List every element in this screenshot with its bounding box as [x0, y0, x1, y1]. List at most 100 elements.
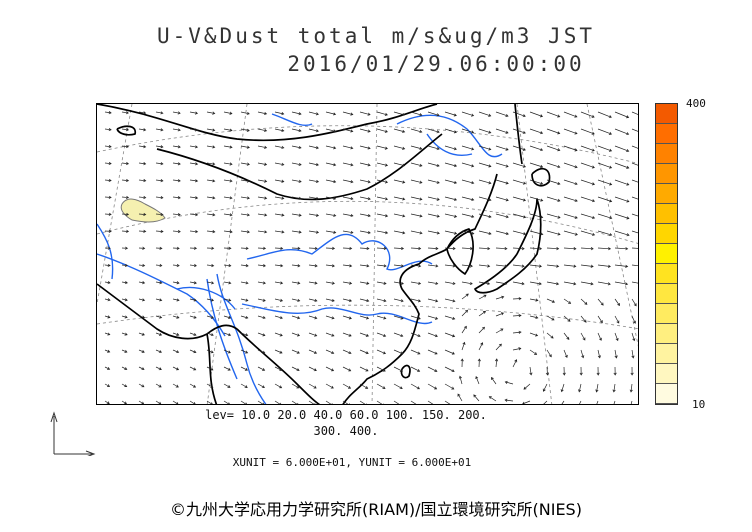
russia-border: [97, 104, 438, 142]
wind-arrow: [138, 212, 147, 217]
wind-arrow: [206, 128, 216, 132]
wind-arrow: [461, 264, 473, 268]
graticule: [97, 104, 638, 404]
colorbar-segment: [656, 104, 677, 124]
wind-arrow: [495, 196, 509, 202]
wind-arrow: [393, 332, 404, 338]
wind-arrow: [410, 213, 423, 218]
wind-arrow: [189, 162, 199, 166]
wind-arrow: [427, 332, 438, 338]
wind-arrow: [189, 400, 196, 404]
river-yellow: [246, 233, 433, 271]
korea-coast: [446, 228, 474, 275]
wind-arrow: [546, 128, 561, 135]
wind-arrow: [580, 332, 586, 341]
wind-arrow: [580, 162, 595, 169]
wind-arrow: [614, 111, 630, 119]
colorbar-segment: [656, 204, 677, 224]
wind-arrow: [529, 366, 533, 376]
wind-arrow: [597, 179, 613, 186]
wind-arrow: [206, 281, 215, 285]
wind-arrow: [121, 128, 130, 132]
wind-arrow: [291, 162, 302, 167]
wind-arrow: [410, 400, 419, 404]
wind-arrow: [522, 400, 531, 404]
wind-arrow: [478, 247, 491, 251]
wind-arrow: [291, 264, 301, 268]
wind-arrow: [529, 349, 538, 355]
wind-arrow: [274, 230, 285, 234]
wind-arrow: [478, 179, 492, 185]
wind-arrow: [410, 145, 423, 150]
wind-arrow: [240, 298, 249, 302]
wind-arrow: [478, 145, 492, 151]
wind-arrow: [495, 343, 502, 351]
wind-arrow: [274, 366, 283, 371]
wind-arrow: [206, 400, 213, 404]
taiwan: [400, 364, 411, 379]
wind-arrow: [155, 332, 163, 336]
wind-arrow: [596, 400, 599, 404]
wind-arrow: [580, 349, 585, 359]
wind-arrow: [614, 281, 629, 286]
wind-arrow: [495, 230, 509, 236]
wind-arrow: [359, 281, 370, 285]
wind-arrow: [121, 111, 129, 115]
wind-arrow: [325, 246, 336, 251]
wind-arrow: [257, 162, 268, 166]
wind-arrow: [155, 145, 164, 149]
wind-arrow: [274, 264, 284, 268]
wind-arrow: [359, 179, 371, 184]
wind-arrow: [478, 294, 487, 300]
wind-arrow: [189, 111, 199, 115]
wind-arrow: [629, 383, 633, 393]
wind-arrow: [478, 162, 492, 168]
wind-arrow: [172, 383, 179, 388]
rivers: [97, 113, 503, 404]
wind-arrow: [172, 229, 181, 234]
wind-arrow: [240, 264, 249, 268]
river-baikal: [271, 113, 313, 126]
wind-arrow: [189, 213, 199, 217]
wind-arrow: [308, 246, 318, 251]
wind-arrow: [104, 332, 111, 336]
wind-arrow: [291, 400, 299, 404]
wind-arrow: [325, 400, 333, 404]
wind-arrow: [444, 145, 457, 151]
wind-arrow: [325, 298, 335, 303]
wind-arrow: [512, 281, 525, 286]
wind-arrow: [444, 264, 456, 268]
wind-arrow: [614, 230, 630, 237]
wind-arrow: [342, 315, 352, 320]
wind-arrow: [342, 264, 353, 268]
wind-arrow: [172, 145, 181, 149]
colorbar-segment: [656, 284, 677, 304]
wind-arrow: [104, 263, 111, 267]
wind-arrow: [257, 281, 266, 285]
wind-arrow: [206, 366, 214, 371]
wind-arrow: [631, 230, 638, 234]
baikal-lake: [116, 125, 137, 136]
wind-arrow: [223, 230, 233, 234]
wind-arrow: [104, 315, 111, 319]
wind-arrow: [223, 246, 232, 250]
wind-arrow: [631, 264, 638, 267]
wind-arrow: [597, 281, 611, 286]
wind-arrow: [495, 179, 509, 185]
wind-arrow: [495, 328, 504, 334]
wind-arrow: [461, 246, 474, 251]
wind-arrow: [393, 162, 406, 167]
wind-arrow: [121, 263, 128, 268]
wind-arrow: [138, 315, 146, 319]
colorbar-segment: [656, 364, 677, 384]
wind-arrow: [359, 298, 370, 303]
wind-arrow: [597, 128, 613, 135]
wind-arrow: [563, 332, 570, 340]
wind-arrow: [427, 111, 440, 117]
wind-arrow: [121, 161, 130, 166]
wind-arrow: [393, 400, 402, 404]
wind-arrow: [342, 230, 354, 234]
wind-arrow: [206, 349, 214, 354]
wind-arrow: [138, 229, 147, 233]
wind-arrow: [342, 128, 354, 133]
